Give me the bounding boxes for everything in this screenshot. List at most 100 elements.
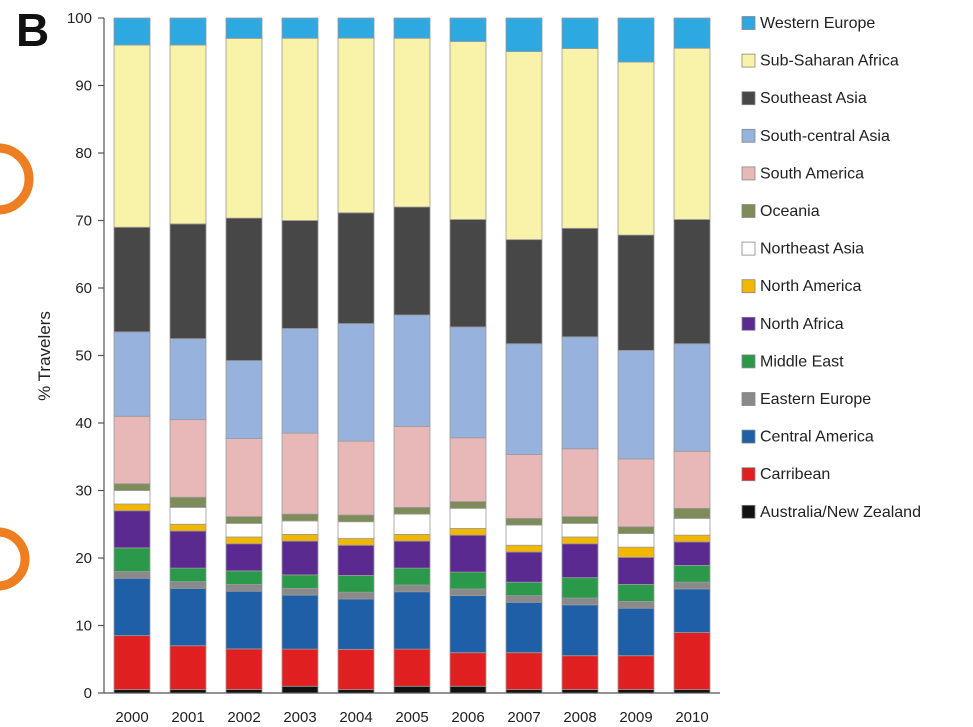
bar-segment-2002-s9 xyxy=(225,438,263,518)
y-tick-label: 20 xyxy=(75,550,92,567)
bar-segment-2005-s1 xyxy=(393,648,431,687)
bar-segment-2004-s3 xyxy=(337,591,375,600)
y-tick-label: 100 xyxy=(67,10,92,27)
bar-segment-2004-s6 xyxy=(337,538,375,546)
bar-segment-2004-s4 xyxy=(337,575,375,593)
bar-segment-2002-s3 xyxy=(225,584,263,592)
bar-segment-2008-s5 xyxy=(561,543,599,579)
bar-segment-2001-s2 xyxy=(169,587,207,647)
x-tick-label: 2000 xyxy=(115,709,148,726)
legend-swatch xyxy=(741,128,756,143)
bar-segment-2004-s10 xyxy=(337,323,375,442)
bar-segment-2007-s1 xyxy=(505,652,543,691)
legend-swatch xyxy=(741,504,756,519)
bar-segment-2000-s1 xyxy=(113,635,151,691)
bar-segment-2002-s4 xyxy=(225,570,263,585)
bar-segment-2009-s10 xyxy=(617,350,655,460)
bar-segment-2006-s3 xyxy=(449,588,487,597)
bar-segment-2000-s8 xyxy=(113,483,151,491)
bar-segment-2008-s3 xyxy=(561,597,599,606)
bar-segment-2009-s13 xyxy=(617,17,655,63)
y-axis-title: % Travelers xyxy=(35,311,54,401)
bar-segment-2001-s8 xyxy=(169,496,207,508)
legend-swatch xyxy=(741,166,756,181)
bar-segment-2000-s6 xyxy=(113,503,151,512)
legend-label: South America xyxy=(760,165,864,182)
bar-segment-2008-s7 xyxy=(561,523,599,538)
bar-segment-2010-s6 xyxy=(673,534,711,543)
bar-segment-2006-s4 xyxy=(449,571,487,590)
bar-segment-2003-s5 xyxy=(281,540,319,576)
y-tick-label: 40 xyxy=(75,415,92,432)
bar-segment-2007-s10 xyxy=(505,343,543,455)
bar-segment-2010-s2 xyxy=(673,588,711,633)
bar-segment-2010-s12 xyxy=(673,47,711,220)
bar-segment-2002-s7 xyxy=(225,523,263,538)
y-tick-label: 50 xyxy=(75,348,92,365)
y-tick-label: 80 xyxy=(75,145,92,162)
legend-label: North America xyxy=(760,278,861,295)
bar-segment-2007-s5 xyxy=(505,551,543,583)
bar-segment-2009-s8 xyxy=(617,526,655,534)
bar-segment-2010-s3 xyxy=(673,581,711,590)
bar-segment-2010-s8 xyxy=(673,507,711,519)
bar-segment-2009-s2 xyxy=(617,607,655,657)
bar-segment-2000-s12 xyxy=(113,44,151,228)
bar-segment-2007-s4 xyxy=(505,581,543,597)
bar-segment-2003-s8 xyxy=(281,513,319,522)
bar-segment-2006-s8 xyxy=(449,501,487,509)
legend-swatch xyxy=(741,467,756,482)
bar-segment-2010-s7 xyxy=(673,517,711,536)
bar-segment-2008-s2 xyxy=(561,604,599,657)
bar-segment-2009-s9 xyxy=(617,458,655,528)
legend-swatch xyxy=(741,16,756,30)
bar-segment-2008-s8 xyxy=(561,516,599,524)
bar-segment-2007-s7 xyxy=(505,524,543,546)
bar-segment-2006-s13 xyxy=(449,17,487,42)
bar-segment-2001-s6 xyxy=(169,523,207,532)
bar-segment-2000-s3 xyxy=(113,571,151,579)
legend-label: Eastern Europe xyxy=(760,391,871,408)
bar-segment-2009-s1 xyxy=(617,655,655,691)
bar-segment-2006-s2 xyxy=(449,595,487,654)
bar-segment-2007-s11 xyxy=(505,239,543,345)
bar-segment-2004-s13 xyxy=(337,17,375,39)
bar-segment-2003-s2 xyxy=(281,594,319,650)
bar-segment-2002-s11 xyxy=(225,217,263,361)
bar-segment-2004-s11 xyxy=(337,212,375,324)
bar-segment-2006-s9 xyxy=(449,437,487,502)
bar-segment-2001-s7 xyxy=(169,506,207,525)
legend-swatch xyxy=(741,241,756,256)
bar-segment-2001-s5 xyxy=(169,530,207,569)
legend-label: Sub-Saharan Africa xyxy=(760,53,899,70)
bar-segment-2000-s13 xyxy=(113,17,151,46)
bar-segment-2008-s6 xyxy=(561,536,599,545)
bar-segment-2010-s11 xyxy=(673,219,711,345)
bar-segment-2007-s8 xyxy=(505,517,543,526)
bar-segment-2008-s12 xyxy=(561,48,599,229)
bar-segment-2007-s13 xyxy=(505,17,543,52)
bar-segment-2000-s4 xyxy=(113,547,151,572)
x-tick-label: 2009 xyxy=(619,709,652,726)
y-tick-label: 60 xyxy=(75,280,92,297)
legend-label: Oceania xyxy=(760,203,820,220)
x-tick-label: 2003 xyxy=(283,709,316,726)
bar-segment-2010-s1 xyxy=(673,632,711,691)
bar-segment-2000-s5 xyxy=(113,510,151,549)
legend-label: Australia/New Zealand xyxy=(760,504,921,521)
bar-segment-2009-s4 xyxy=(617,584,655,602)
legend-swatch xyxy=(741,429,756,444)
bar-segment-2005-s6 xyxy=(393,533,431,542)
bar-segment-2000-s2 xyxy=(113,577,151,637)
bar-segment-2006-s5 xyxy=(449,534,487,573)
bar-segment-2008-s1 xyxy=(561,655,599,691)
bar-segment-2010-s5 xyxy=(673,541,711,566)
legend-label: Southeast Asia xyxy=(760,90,867,107)
legend-label: Western Europe xyxy=(760,15,875,32)
bar-segment-2008-s9 xyxy=(561,448,599,518)
bar-segment-2003-s12 xyxy=(281,37,319,221)
bar-segment-2009-s7 xyxy=(617,533,655,548)
bar-segment-2005-s13 xyxy=(393,17,431,39)
legend-swatch xyxy=(741,392,756,406)
